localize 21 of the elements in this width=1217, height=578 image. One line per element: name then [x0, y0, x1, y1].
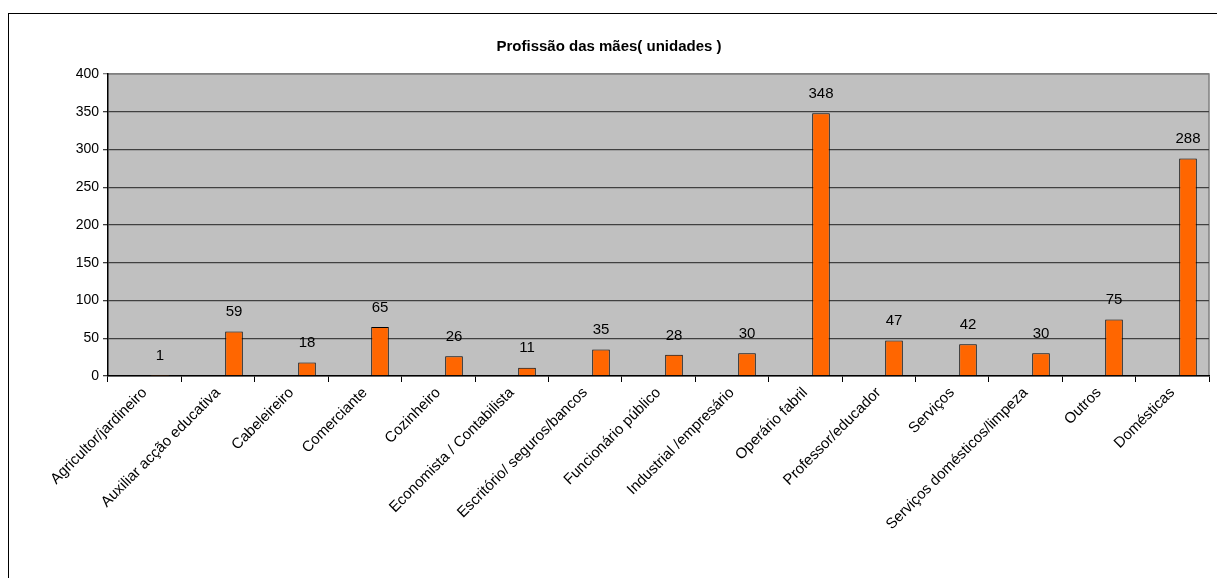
y-tick-label: 250 — [75, 178, 100, 195]
data-label: 59 — [225, 302, 243, 320]
y-tick-label: 100 — [75, 291, 100, 308]
data-label: 35 — [592, 320, 610, 338]
data-label: 42 — [959, 314, 977, 332]
data-label: 11 — [519, 338, 535, 356]
y-tick-label: 50 — [83, 329, 100, 346]
data-label: 30 — [738, 323, 756, 341]
data-label: 47 — [885, 311, 903, 329]
data-label: 65 — [371, 297, 389, 315]
y-tick-label: 150 — [75, 253, 100, 270]
y-tick-label: 350 — [75, 102, 100, 119]
data-label: 1 — [155, 345, 165, 363]
y-tick-label: 200 — [75, 215, 100, 232]
chart-title: Profissão das mães( unidades ) — [496, 37, 722, 55]
data-label: 348 — [808, 83, 834, 101]
y-tick-label: 300 — [75, 140, 100, 157]
data-label: 288 — [1175, 129, 1201, 147]
data-label: 30 — [1032, 323, 1050, 341]
y-tick-label: 400 — [75, 64, 100, 81]
y-tick-label: 0 — [91, 366, 100, 383]
